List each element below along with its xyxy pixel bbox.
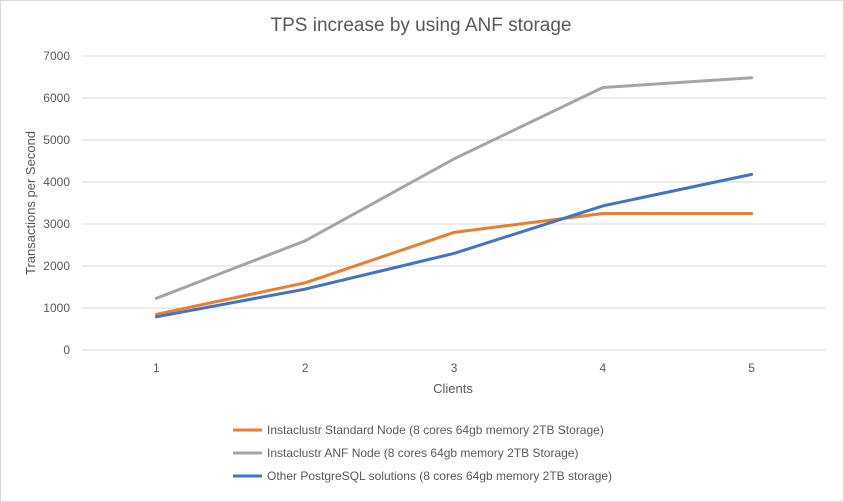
x-tick-label: 3	[451, 361, 458, 375]
x-tick-label: 4	[599, 361, 606, 375]
y-tick-label: 3000	[43, 217, 70, 231]
series-line-3	[154, 172, 754, 319]
legend: Instaclustr Standard Node (8 cores 64gb …	[233, 423, 612, 483]
x-tick-label: 1	[153, 361, 160, 375]
chart-title: TPS increase by using ANF storage	[271, 15, 572, 36]
series-lines	[154, 76, 754, 319]
y-tick-label: 6000	[43, 91, 70, 105]
y-axis-ticks: 0 1000 2000 3000 4000 5000 6000 7000	[43, 49, 70, 357]
x-axis-ticks: 1 2 3 4 5	[153, 361, 755, 375]
x-tick-label: 2	[302, 361, 309, 375]
series-line-1	[154, 212, 754, 316]
y-tick-label: 5000	[43, 133, 70, 147]
y-axis-title: Transactions per Second	[23, 131, 38, 275]
series-line-2	[154, 76, 754, 300]
y-tick-label: 2000	[43, 259, 70, 273]
legend-label: Instaclustr ANF Node (8 cores 64gb memor…	[267, 446, 578, 460]
y-tick-label: 1000	[43, 301, 70, 315]
legend-label: Instaclustr Standard Node (8 cores 64gb …	[267, 423, 604, 437]
x-axis-title: Clients	[433, 381, 473, 396]
y-tick-label: 0	[63, 343, 70, 357]
y-tick-label: 4000	[43, 175, 70, 189]
legend-label: Other PostgreSQL solutions (8 cores 64gb…	[267, 469, 612, 483]
x-tick-label: 5	[748, 361, 755, 375]
y-tick-label: 7000	[43, 49, 70, 63]
